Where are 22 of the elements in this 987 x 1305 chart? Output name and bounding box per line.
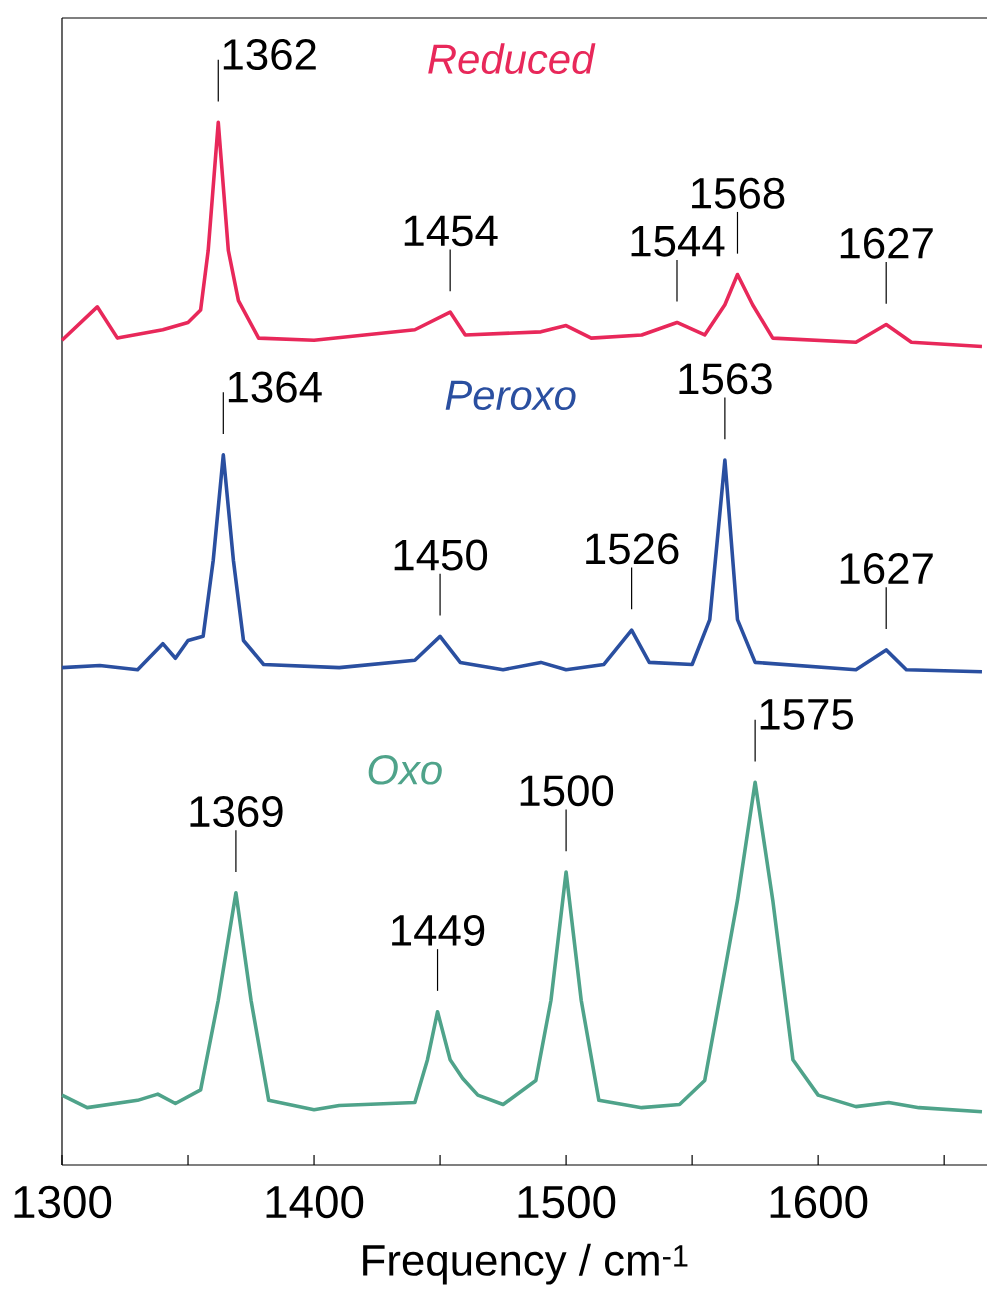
text: Reduced	[428, 43, 596, 75]
x-tick-label: 1400	[266, 1185, 364, 1219]
annotation: 1568	[692, 177, 785, 209]
annotation: 1364	[228, 371, 322, 403]
annotation: 1450	[394, 539, 488, 571]
annotation: 1369	[190, 796, 283, 828]
x-tick-label: 1300	[14, 1185, 112, 1219]
text: Peroxo	[445, 380, 576, 411]
annotation: 1362	[223, 38, 316, 70]
annotation: 1563	[679, 363, 772, 395]
annotation: 1544	[631, 226, 725, 257]
text: Oxo	[368, 754, 442, 785]
x-tick-label: 1600	[770, 1185, 868, 1219]
annotation: 1575	[760, 699, 853, 730]
annotation: 1627	[840, 227, 933, 259]
annotation: 1500	[520, 775, 614, 807]
x-tick-label: 1500	[518, 1185, 616, 1219]
annotation: 1526	[586, 533, 679, 565]
annotation: 1449	[392, 914, 485, 946]
annotation: 1454	[404, 215, 498, 247]
annotation: 1627	[840, 553, 933, 585]
x-axis-title: Frequency / cm$^{-1}$	[363, 1243, 688, 1285]
